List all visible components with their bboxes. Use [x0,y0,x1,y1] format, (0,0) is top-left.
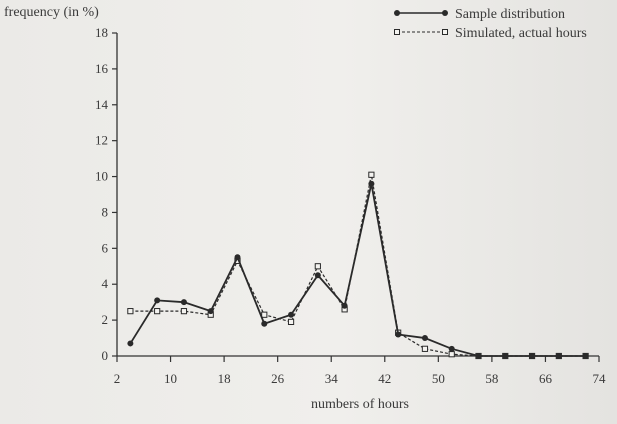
point-sample [288,311,295,318]
legend-marker-simulated [442,29,448,35]
y-tick-label: 0 [102,348,109,363]
point-sample [502,353,509,359]
x-tick-label: 2 [114,371,121,386]
point-simulated [421,345,429,352]
point-simulated [368,171,375,178]
y-tick-label: 8 [102,204,109,219]
point-simulated [448,351,455,358]
x-tick-label: 66 [539,371,553,386]
point-sample [395,331,402,338]
point-sample [421,335,428,342]
y-tick-label: 4 [102,276,109,291]
x-tick-label: 50 [432,371,445,386]
x-tick-label: 42 [378,371,391,386]
y-tick-label: 10 [95,169,108,184]
y-tick-label: 6 [102,240,109,255]
point-sample [127,340,134,347]
point-sample [529,353,536,359]
point-simulated [261,311,268,318]
x-tick-label: 34 [325,371,339,386]
legend-label: Simulated, actual hours [455,26,587,41]
point-simulated [314,263,321,270]
y-tick-label: 16 [95,61,109,76]
point-simulated [127,308,134,315]
y-tick-label: 12 [95,133,108,148]
series-line-simulated [130,174,586,357]
point-sample [582,353,589,359]
point-sample [261,320,268,327]
x-axis-label: numbers of hours [311,397,409,412]
series-line-sample [129,183,586,357]
x-tick-label: 58 [485,371,498,386]
point-sample [448,345,455,352]
point-sample [368,180,375,187]
x-tick-label: 74 [593,371,607,386]
point-sample [154,297,161,304]
x-tick-label: 26 [271,371,285,386]
legend-marker-sample [442,10,448,16]
y-axis-label: frequency (in %) [4,5,99,20]
point-sample [555,353,562,359]
point-sample [341,302,348,309]
legend-label: Sample distribution [455,7,565,22]
point-sample [207,308,214,315]
y-tick-label: 18 [95,25,108,40]
point-simulated [180,308,188,315]
point-simulated [154,308,161,315]
y-tick-label: 14 [95,97,109,112]
x-tick-label: 10 [164,371,177,386]
point-simulated [287,318,295,326]
point-sample [234,254,241,261]
x-tick-label: 18 [218,371,231,386]
point-sample [180,299,187,306]
legend-marker-sample [394,10,400,16]
y-tick-label: 2 [102,312,109,327]
legend-marker-simulated [394,29,400,35]
point-sample [475,353,482,359]
point-sample [314,272,321,279]
